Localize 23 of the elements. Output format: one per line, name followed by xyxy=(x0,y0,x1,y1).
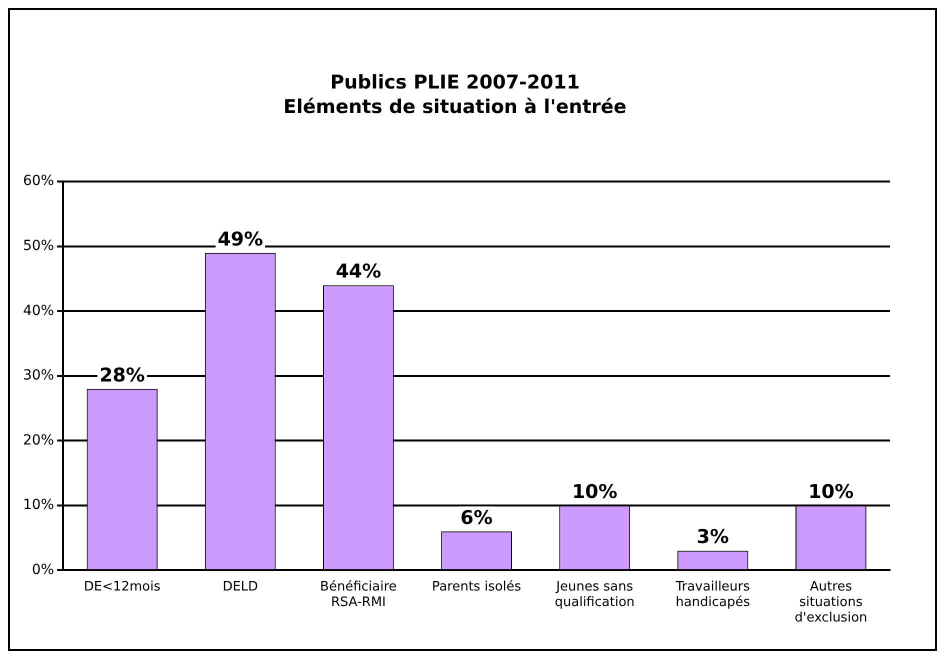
x-tick-label: Autres situations d'exclusion xyxy=(794,579,868,626)
chart-subtitle: Eléments de situation à l'entrée xyxy=(283,96,627,118)
data-label: 44% xyxy=(336,260,382,283)
data-label: 49% xyxy=(218,228,264,250)
data-label: 28% xyxy=(99,364,145,386)
x-tick-label: Bénéficiaire RSA-RMI xyxy=(320,579,397,610)
data-label: 10% xyxy=(572,480,618,503)
data-label: 10% xyxy=(808,480,854,503)
x-tick-label: DELD xyxy=(222,579,258,594)
y-tick-label: 60% xyxy=(22,173,54,190)
y-tick-label: 10% xyxy=(22,497,54,514)
y-tick-label: 50% xyxy=(22,238,54,254)
y-tick-label: 20% xyxy=(22,432,54,448)
x-tick-label: Travailleurs handicapés xyxy=(674,579,750,610)
y-tick-label: 0% xyxy=(32,562,54,578)
x-tick-label: Jeunes sans qualification xyxy=(554,579,635,610)
y-tick-label: 40% xyxy=(22,302,54,319)
data-label: 6% xyxy=(460,506,493,529)
x-tick-label: Parents isolés xyxy=(432,579,522,594)
y-tick-label: 30% xyxy=(22,368,54,384)
x-tick-label: DE<12mois xyxy=(84,579,161,594)
chart-title: Publics PLIE 2007-2011 xyxy=(330,71,580,94)
data-label: 3% xyxy=(696,526,729,548)
